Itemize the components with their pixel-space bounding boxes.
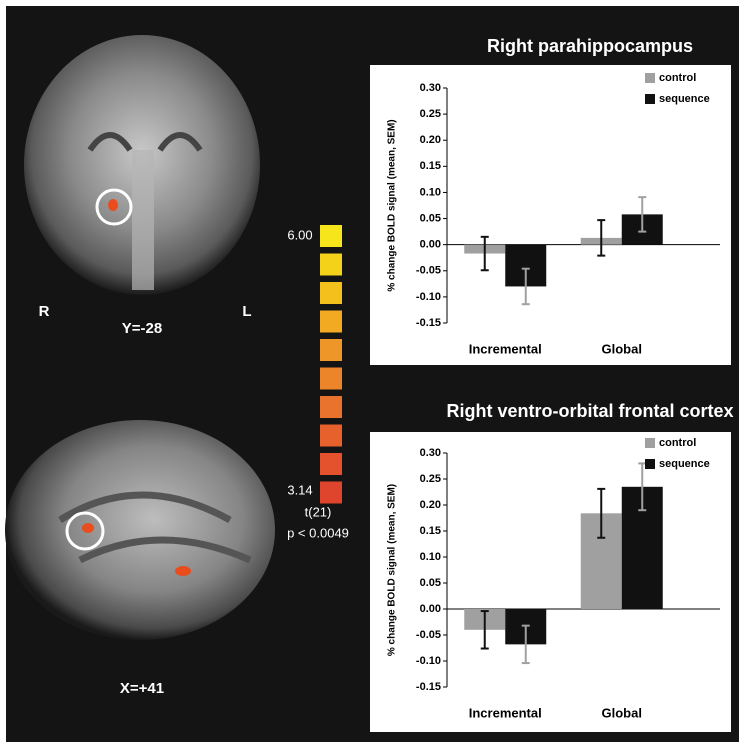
figure: R L Y=-28 X=+41 6.00 3.14 t(21) p < 0.00…: [0, 0, 745, 748]
colorbar-swatch: [320, 368, 342, 390]
colorbar-swatch: [320, 396, 342, 418]
y-axis-label: % change BOLD signal (mean, SEM): [387, 119, 398, 291]
y-tick-label: 0.30: [420, 82, 441, 94]
slice-caption: Y=-28: [122, 320, 162, 337]
colorbar-swatch: [320, 425, 342, 447]
threshold-label: p < 0.0049: [287, 525, 349, 540]
y-tick-label: 0.00: [420, 239, 441, 251]
chart-title: Right ventro-orbital frontal cortex: [446, 401, 733, 421]
side-label: R: [39, 303, 50, 320]
coronal-slice: [24, 35, 260, 295]
y-tick-label: 0.25: [420, 108, 441, 120]
legend-label: sequence: [659, 458, 710, 470]
legend-swatch: [645, 438, 655, 448]
y-tick-label: -0.10: [416, 655, 441, 667]
y-axis-label: % change BOLD signal (mean, SEM): [387, 484, 398, 656]
y-tick-label: 0.05: [420, 577, 441, 589]
colorbar-swatch: [320, 225, 342, 247]
colorbar-swatch: [320, 311, 342, 333]
page: R L Y=-28 X=+41 6.00 3.14 t(21) p < 0.00…: [0, 0, 745, 748]
slice-caption: X=+41: [120, 680, 164, 697]
y-tick-label: 0.15: [420, 525, 441, 537]
legend-swatch: [645, 94, 655, 104]
x-tick-label: Incremental: [469, 705, 542, 720]
x-tick-label: Incremental: [469, 341, 542, 356]
colorbar-swatch: [320, 282, 342, 304]
legend-swatch: [645, 459, 655, 469]
colorbar-swatch: [320, 482, 342, 504]
y-tick-label: -0.15: [416, 681, 441, 693]
colorbar-swatch: [320, 339, 342, 361]
x-tick-label: Global: [602, 341, 642, 356]
side-label: L: [242, 303, 251, 320]
y-tick-label: -0.10: [416, 291, 441, 303]
y-tick-label: 0.10: [420, 551, 441, 563]
y-tick-label: -0.15: [416, 317, 441, 329]
chart-title: Right parahippocampus: [487, 36, 693, 56]
legend-label: sequence: [659, 93, 710, 105]
sagittal-slice: [5, 420, 275, 640]
colorbar-swatch: [320, 254, 342, 276]
y-tick-label: 0.30: [420, 447, 441, 459]
y-tick-label: 0.25: [420, 473, 441, 485]
colorbar-swatch: [320, 453, 342, 475]
y-tick-label: -0.05: [416, 629, 441, 641]
colorbar-label: 6.00: [287, 227, 312, 242]
legend-swatch: [645, 73, 655, 83]
x-tick-label: Global: [602, 705, 642, 720]
y-tick-label: 0.20: [420, 499, 441, 511]
y-tick-label: 0.20: [420, 134, 441, 146]
legend-label: control: [659, 72, 696, 84]
legend-label: control: [659, 437, 696, 449]
colorbar-label: 3.14: [287, 482, 312, 497]
y-tick-label: 0.00: [420, 603, 441, 615]
y-tick-label: -0.05: [416, 265, 441, 277]
stat-label: t(21): [305, 504, 332, 519]
y-tick-label: 0.10: [420, 186, 441, 198]
y-tick-label: 0.05: [420, 212, 441, 224]
y-tick-label: 0.15: [420, 160, 441, 172]
